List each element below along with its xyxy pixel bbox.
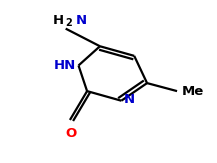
Text: O: O <box>65 127 77 140</box>
Text: N: N <box>123 93 135 106</box>
Text: H: H <box>52 14 64 27</box>
Text: N: N <box>75 14 86 27</box>
Text: HN: HN <box>54 59 76 72</box>
Text: Me: Me <box>181 85 204 98</box>
Text: 2: 2 <box>65 18 72 28</box>
